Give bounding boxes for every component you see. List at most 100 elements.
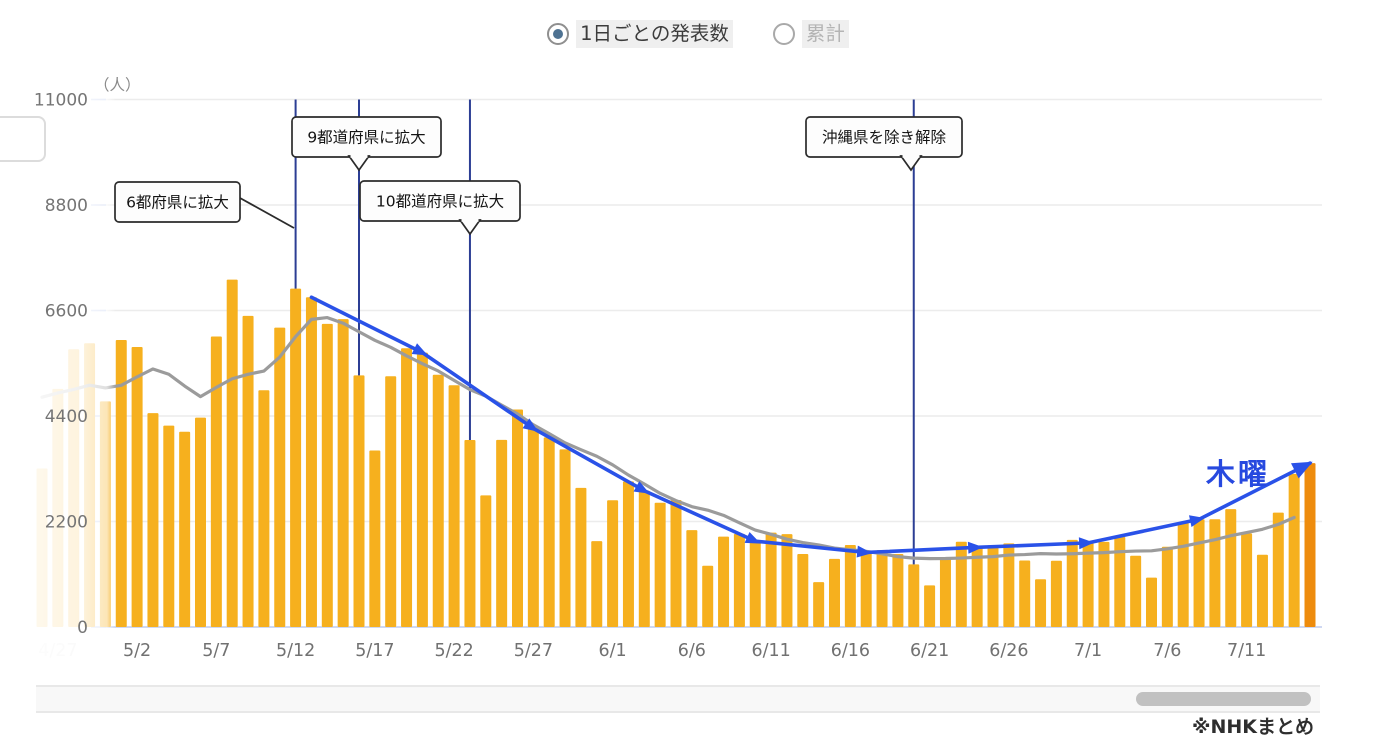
annotation-box: 9都道府県に拡大 bbox=[291, 116, 442, 172]
annotation-box: 10都道府県に拡大 bbox=[359, 180, 521, 236]
bar[interactable] bbox=[939, 558, 951, 627]
bar[interactable] bbox=[1288, 473, 1300, 627]
bar[interactable] bbox=[147, 413, 159, 627]
bar[interactable] bbox=[559, 449, 571, 627]
bar[interactable] bbox=[1225, 509, 1237, 627]
svg-text:5/27: 5/27 bbox=[514, 641, 553, 661]
bar[interactable] bbox=[686, 530, 698, 627]
bar[interactable] bbox=[1098, 541, 1110, 627]
bar[interactable] bbox=[1241, 533, 1253, 627]
bar[interactable] bbox=[131, 346, 143, 627]
bar[interactable] bbox=[464, 440, 476, 627]
bar[interactable] bbox=[1003, 543, 1015, 627]
bar[interactable] bbox=[1272, 512, 1284, 627]
bar[interactable] bbox=[448, 385, 460, 627]
bar[interactable] bbox=[1193, 519, 1205, 627]
bar[interactable] bbox=[670, 500, 682, 627]
bar[interactable] bbox=[955, 541, 967, 627]
radio-selected-icon bbox=[547, 23, 570, 46]
svg-text:4400: 4400 bbox=[45, 407, 88, 427]
bar[interactable] bbox=[1035, 579, 1047, 627]
bar[interactable] bbox=[226, 279, 238, 627]
chart-mode-toggle: 1日ごとの発表数 累計 bbox=[0, 20, 1396, 49]
scrollbar-track[interactable] bbox=[36, 685, 1320, 713]
bar[interactable] bbox=[496, 439, 508, 627]
y-axis-labels: 0 2200 4400 6600 8800 11000 bbox=[34, 91, 88, 639]
bar[interactable] bbox=[1050, 560, 1062, 627]
bar[interactable] bbox=[512, 409, 523, 627]
annotation-pointer-icon bbox=[899, 155, 923, 172]
bar[interactable] bbox=[1161, 546, 1173, 627]
bar[interactable] bbox=[575, 487, 587, 627]
radio-option-cumulative[interactable]: 累計 bbox=[772, 20, 849, 49]
bar[interactable] bbox=[702, 565, 714, 627]
bar[interactable] bbox=[1304, 463, 1316, 627]
radio-label-daily[interactable]: 1日ごとの発表数 bbox=[576, 20, 733, 49]
bar[interactable] bbox=[321, 323, 333, 627]
bar[interactable] bbox=[369, 450, 381, 627]
bar[interactable] bbox=[543, 437, 555, 627]
bar[interactable] bbox=[718, 536, 730, 627]
bar[interactable] bbox=[1256, 554, 1268, 627]
annotation-box: 6都府県に拡大 bbox=[114, 181, 295, 229]
bar[interactable] bbox=[781, 534, 793, 627]
bar[interactable] bbox=[179, 431, 191, 627]
avg-line bbox=[40, 315, 1296, 561]
bar[interactable] bbox=[290, 288, 302, 627]
bar[interactable] bbox=[274, 327, 286, 627]
bar[interactable] bbox=[1209, 519, 1221, 627]
bar[interactable] bbox=[527, 428, 539, 627]
bar[interactable] bbox=[860, 552, 872, 627]
bar[interactable] bbox=[876, 550, 888, 627]
left-cutoff-panel bbox=[0, 116, 46, 162]
svg-text:0: 0 bbox=[77, 618, 88, 638]
bar[interactable] bbox=[924, 585, 936, 627]
bar[interactable] bbox=[987, 545, 999, 627]
bar[interactable] bbox=[416, 352, 428, 627]
bar[interactable] bbox=[638, 490, 650, 627]
bar[interactable] bbox=[829, 558, 840, 627]
bar[interactable] bbox=[115, 339, 127, 627]
bar[interactable] bbox=[971, 547, 983, 627]
bar[interactable] bbox=[1019, 560, 1031, 627]
bar[interactable] bbox=[337, 319, 349, 627]
bar[interactable] bbox=[607, 500, 619, 627]
bar[interactable] bbox=[813, 582, 825, 627]
bar[interactable] bbox=[480, 495, 492, 627]
bar[interactable] bbox=[908, 564, 920, 627]
svg-text:5/17: 5/17 bbox=[355, 641, 394, 661]
annotation-connector bbox=[239, 197, 295, 229]
bar[interactable] bbox=[401, 348, 413, 627]
bar[interactable] bbox=[892, 554, 904, 627]
bar[interactable] bbox=[385, 376, 397, 627]
bar[interactable] bbox=[733, 533, 745, 627]
bar[interactable] bbox=[1177, 522, 1189, 627]
bar[interactable] bbox=[195, 417, 206, 627]
bar[interactable] bbox=[844, 545, 856, 627]
bar[interactable] bbox=[305, 297, 317, 627]
bar[interactable] bbox=[1066, 539, 1078, 627]
annotation-text: 9都道府県に拡大 bbox=[307, 129, 425, 147]
bar[interactable] bbox=[591, 541, 603, 627]
bar[interactable] bbox=[654, 502, 666, 627]
bar[interactable] bbox=[242, 315, 254, 627]
bar[interactable] bbox=[163, 425, 175, 627]
bar[interactable] bbox=[622, 481, 634, 627]
radio-option-daily[interactable]: 1日ごとの発表数 bbox=[547, 20, 733, 49]
svg-text:7/1: 7/1 bbox=[1074, 641, 1102, 661]
thursday-arrow-icon bbox=[1188, 515, 1205, 528]
bar[interactable] bbox=[1146, 577, 1157, 627]
bar[interactable] bbox=[432, 374, 444, 627]
scrollbar-thumb[interactable] bbox=[1136, 692, 1311, 706]
bar[interactable] bbox=[749, 541, 761, 627]
bar[interactable] bbox=[765, 532, 777, 627]
bar[interactable] bbox=[1082, 542, 1094, 627]
bar[interactable] bbox=[1114, 536, 1126, 627]
x-axis-labels: 4/275/25/75/125/175/225/276/16/66/116/16… bbox=[38, 641, 1266, 661]
bar[interactable] bbox=[353, 375, 365, 627]
bar[interactable] bbox=[797, 554, 809, 627]
radio-label-cumulative[interactable]: 累計 bbox=[801, 20, 849, 49]
bar[interactable] bbox=[1130, 555, 1142, 627]
bar[interactable] bbox=[210, 336, 222, 627]
bar[interactable] bbox=[258, 390, 270, 627]
